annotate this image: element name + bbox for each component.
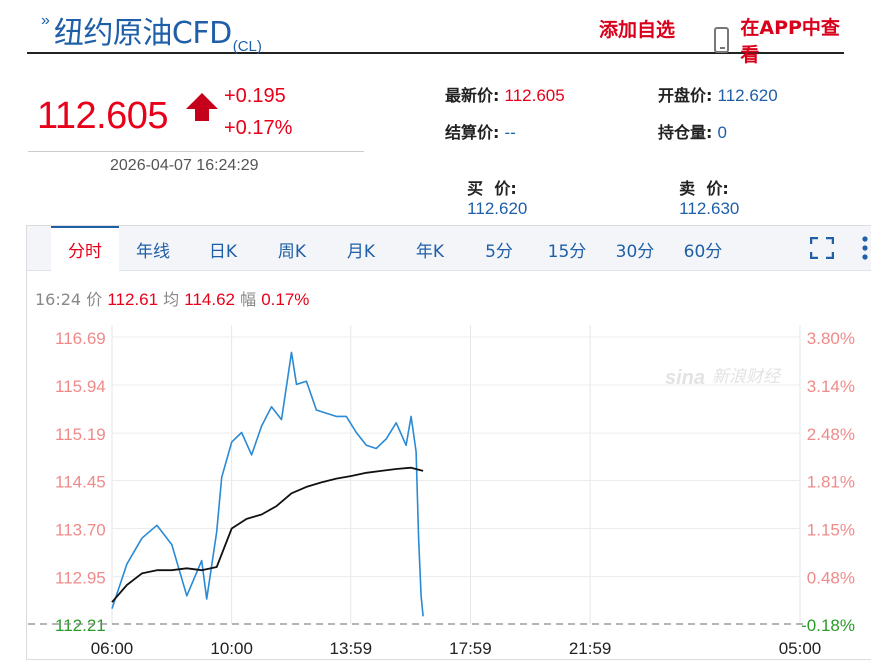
field-open-interest: 持仓量: 0 [658, 119, 727, 143]
y-tick-label-left: 112.21 [55, 616, 106, 635]
tab-15min[interactable]: 15分 [547, 242, 587, 262]
y-tick-label-left: 112.95 [55, 569, 106, 588]
add-favorite-button[interactable]: 添加自选 [599, 19, 676, 41]
price-line [111, 351, 424, 617]
title-group: » 纽约原油CFD (CL) [41, 8, 262, 55]
y-tick-label-left: 114.45 [55, 473, 106, 492]
quote-timestamp: 2026-04-07 16:24:29 [110, 157, 259, 174]
y-tick-label-right: 3.80% [807, 329, 855, 348]
info-time: 16:24 [35, 290, 82, 309]
last-price: 112.605 [37, 95, 169, 137]
x-tick-label: 10:00 [210, 639, 253, 658]
field-value: 0 [717, 123, 727, 142]
field-value: 112.620 [717, 86, 778, 105]
tab-intraday[interactable]: 分时 [51, 226, 119, 272]
y-tick-label-left: 115.94 [55, 377, 106, 396]
tab-daily-k[interactable]: 日K [208, 242, 238, 262]
info-price: 112.61 [107, 290, 159, 309]
price-summary: 112.605 +0.195 +0.17% [28, 78, 364, 152]
x-tick-label: 21:59 [569, 639, 612, 658]
symbol-code: (CL) [232, 38, 262, 55]
tab-5min[interactable]: 5分 [485, 242, 513, 262]
watermark: 新浪财经 [712, 367, 782, 387]
field-value: -- [504, 123, 516, 142]
average-line [111, 466, 424, 603]
field-label: 最新价: [445, 86, 500, 105]
price-change: +0.195 [224, 85, 286, 107]
info-avg: 114.62 [184, 290, 235, 309]
price-change-percent: +0.17% [224, 117, 293, 139]
field-label: 买 价: [467, 179, 517, 198]
tab-30min[interactable]: 30分 [615, 242, 655, 262]
x-tick-label: 06:00 [91, 639, 134, 658]
fullscreen-icon[interactable] [810, 237, 834, 259]
x-tick-label: 13:59 [330, 639, 373, 658]
field-last-price: 最新价: 112.605 [445, 82, 565, 106]
more-vertical-icon[interactable] [862, 235, 868, 261]
info-avg-label: 均 [163, 290, 180, 309]
field-value: 112.605 [504, 86, 565, 105]
page-title: 纽约原油CFD [53, 16, 232, 51]
info-amp: 0.17% [261, 290, 310, 309]
tab-60min[interactable]: 60分 [683, 242, 723, 262]
y-tick-label-left: 115.19 [55, 425, 106, 444]
field-label: 开盘价: [658, 86, 713, 105]
chart-panel: 分时 年线 日K 周K 月K 年K 5分 15分 30分 60分 [26, 225, 871, 660]
y-tick-label-right: 3.14% [807, 377, 855, 396]
double-chevron-icon: » [41, 12, 50, 29]
tab-monthly-k[interactable]: 月K [346, 242, 376, 262]
info-amp-label: 幅 [240, 290, 257, 309]
y-tick-label-right: 2.48% [807, 425, 855, 444]
y-tick-label-left: 113.70 [55, 521, 106, 540]
crosshair-info: 16:24 价 112.61 均 114.62 幅 0.17% [35, 286, 309, 310]
field-label: 卖 价: [679, 179, 729, 198]
y-tick-label-left: 116.69 [55, 329, 106, 348]
up-arrow-icon [186, 93, 218, 121]
open-app-button[interactable]: 在APP中查看 [714, 13, 844, 67]
x-tick-label: 17:59 [449, 639, 492, 658]
open-app-label: 在APP中查看 [740, 17, 840, 66]
watermark-logo: sina [665, 367, 705, 389]
tab-yearly-k[interactable]: 年K [415, 242, 445, 262]
chart-tabs: 分时 年线 日K 周K 月K 年K 5分 15分 30分 60分 [27, 226, 871, 272]
tab-weekly-k[interactable]: 周K [277, 242, 307, 262]
y-tick-label-right: 1.81% [807, 473, 855, 492]
field-settle-price: 结算价: -- [445, 119, 516, 143]
info-price-label: 价 [86, 290, 103, 309]
field-bid: 买 价: 112.620 [457, 156, 527, 219]
y-tick-label-right: -0.18% [801, 616, 855, 635]
x-tick-label: 05:00 [779, 639, 822, 658]
field-value: 112.620 [467, 199, 528, 218]
field-label: 持仓量: [658, 123, 713, 142]
field-open-price: 开盘价: 112.620 [658, 82, 778, 106]
tab-yearline[interactable]: 年线 [136, 242, 170, 262]
y-tick-label-right: 0.48% [807, 569, 855, 588]
field-label: 结算价: [445, 123, 500, 142]
page-header: » 纽约原油CFD (CL) 添加自选 在APP中查看 [27, 0, 844, 66]
field-value: 112.630 [679, 199, 740, 218]
phone-icon [714, 27, 730, 53]
y-tick-label-right: 1.15% [807, 521, 855, 540]
field-ask: 卖 价: 112.630 [669, 156, 739, 219]
